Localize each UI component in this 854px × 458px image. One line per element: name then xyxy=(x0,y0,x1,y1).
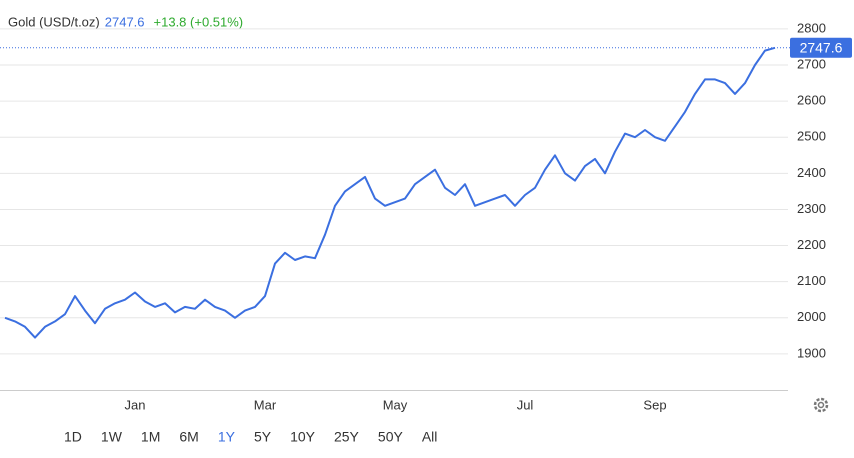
range-button[interactable]: 1M xyxy=(141,429,160,445)
header: Gold (USD/t.oz) 2747.6 +13.8 (+0.51%) xyxy=(8,14,243,29)
y-tick-label: 2100 xyxy=(797,273,826,288)
y-tick-label: 2700 xyxy=(797,56,826,71)
price-change: +13.8 (+0.51%) xyxy=(154,14,244,29)
last-price: 2747.6 xyxy=(105,14,145,29)
y-tick-label: 2300 xyxy=(797,201,826,216)
y-tick-label: 2400 xyxy=(797,165,826,180)
gear-teeth xyxy=(813,397,829,413)
gear-hub xyxy=(817,401,825,409)
x-tick-label: Mar xyxy=(254,397,277,412)
chart-title: Gold (USD/t.oz) xyxy=(8,14,100,29)
price-line xyxy=(4,46,776,339)
settings-button[interactable] xyxy=(813,397,829,413)
range-button[interactable]: 1Y xyxy=(218,429,236,445)
x-tick-label: Sep xyxy=(643,397,666,412)
x-tick-label: Jan xyxy=(125,397,146,412)
range-button[interactable]: 1W xyxy=(101,429,123,445)
x-tick-label: May xyxy=(383,397,408,412)
y-tick-label: 2200 xyxy=(797,237,826,252)
range-button[interactable]: 6M xyxy=(179,429,198,445)
range-button[interactable]: 5Y xyxy=(254,429,272,445)
price-tag xyxy=(790,37,852,58)
y-tick-label: 2000 xyxy=(797,309,826,324)
range-button[interactable]: 1D xyxy=(64,429,82,445)
range-button[interactable]: 25Y xyxy=(334,429,360,445)
price-tag-label: 2747.6 xyxy=(800,40,843,56)
y-tick-label: 1900 xyxy=(797,345,826,360)
y-tick-label: 2500 xyxy=(797,129,826,144)
range-button[interactable]: All xyxy=(422,429,438,445)
x-tick-label: Jul xyxy=(517,397,534,412)
y-tick-label: 2800 xyxy=(797,20,826,35)
range-button[interactable]: 10Y xyxy=(290,429,316,445)
y-tick-label: 2600 xyxy=(797,93,826,108)
range-button[interactable]: 50Y xyxy=(378,429,404,445)
